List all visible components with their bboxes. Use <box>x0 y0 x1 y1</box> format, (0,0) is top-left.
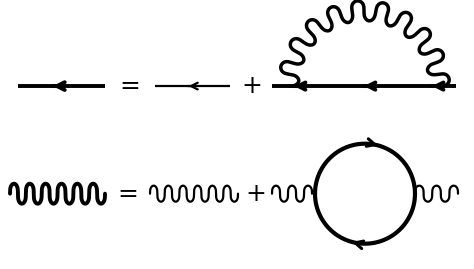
Text: =: = <box>118 182 138 206</box>
Text: +: + <box>242 74 263 98</box>
Text: +: + <box>246 182 266 206</box>
Text: =: = <box>119 74 140 98</box>
